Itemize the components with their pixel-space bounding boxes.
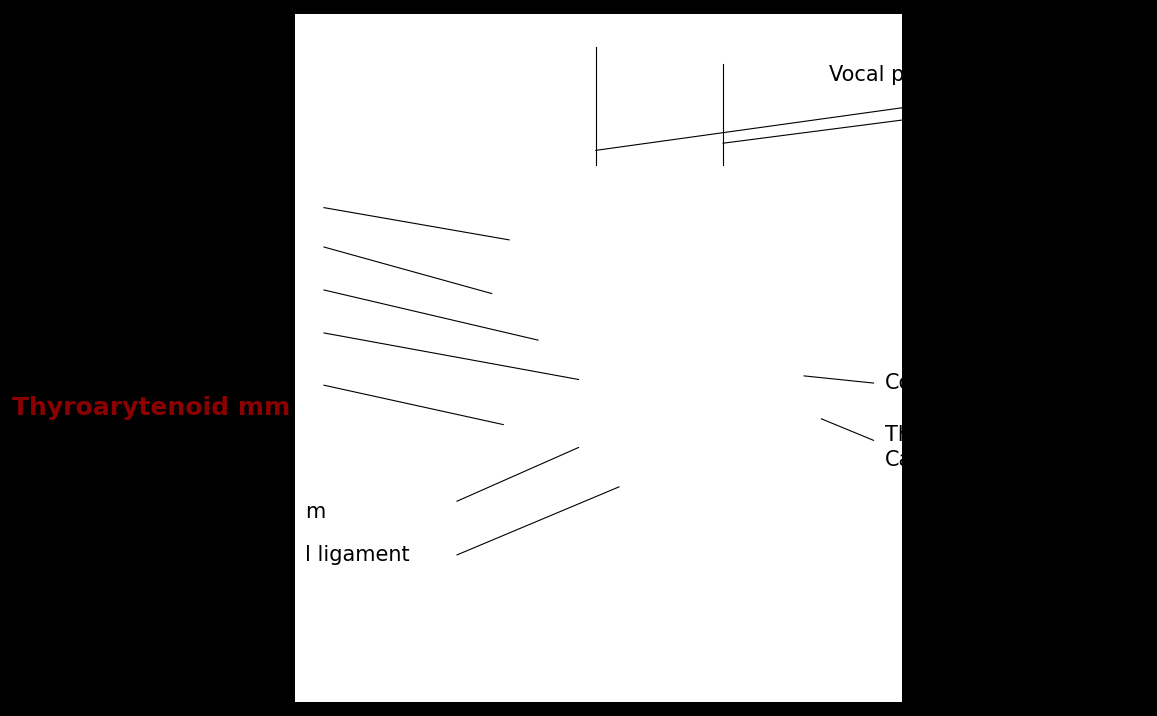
Polygon shape — [525, 392, 671, 495]
Polygon shape — [602, 125, 745, 612]
Text: Thyroarytenoid mm: Thyroarytenoid mm — [12, 396, 289, 420]
Polygon shape — [525, 179, 611, 255]
Ellipse shape — [510, 125, 566, 179]
Polygon shape — [587, 179, 671, 255]
Bar — [295, 14, 902, 702]
Polygon shape — [562, 213, 635, 523]
Text: l ligament: l ligament — [305, 545, 410, 565]
Polygon shape — [504, 152, 562, 413]
Text: Conu: Conu — [885, 373, 938, 393]
Polygon shape — [504, 276, 532, 530]
Circle shape — [493, 110, 523, 145]
Polygon shape — [635, 152, 693, 413]
Bar — [908, 0, 1157, 200]
Polygon shape — [454, 125, 596, 612]
Text: Vocal process of arytenoid: Vocal process of arytenoid — [830, 65, 1105, 85]
Text: m: m — [305, 502, 326, 522]
Polygon shape — [665, 276, 693, 530]
Ellipse shape — [644, 125, 699, 179]
Text: Thyroid
Cartilage: Thyroid Cartilage — [885, 425, 980, 470]
Bar — [908, 0, 1157, 200]
Circle shape — [717, 110, 747, 145]
Polygon shape — [486, 69, 712, 121]
